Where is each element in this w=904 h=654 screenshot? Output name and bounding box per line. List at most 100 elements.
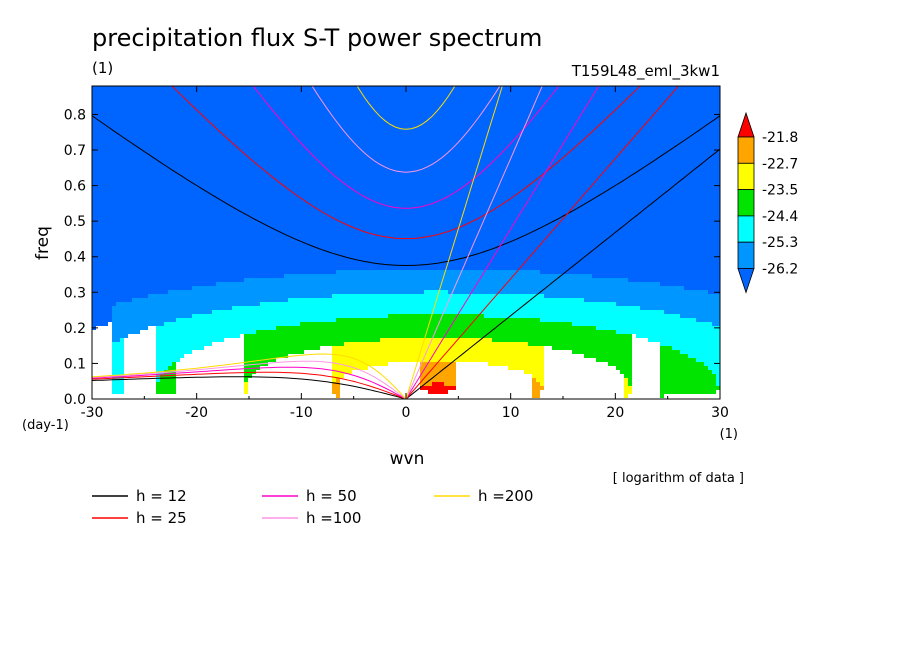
field-cell [368, 270, 372, 294]
field-cell [540, 274, 544, 294]
colorbar-label: -22.7 [762, 156, 798, 172]
field-cell [328, 298, 332, 322]
field-cell [292, 86, 296, 274]
field-cell [684, 354, 688, 394]
field-cell [220, 310, 224, 342]
field-cell [432, 382, 436, 394]
field-cell [680, 86, 684, 286]
legend-label: h =100 [306, 509, 361, 527]
legend-label: h = 25 [136, 509, 187, 527]
field-cell [444, 386, 448, 394]
field-cell [512, 270, 516, 294]
field-cell [456, 314, 460, 338]
field-cell [588, 274, 592, 302]
colorbar-top-arrow [737, 111, 755, 138]
field-cell [696, 290, 700, 322]
field-cell [412, 294, 416, 314]
field-cell [440, 86, 444, 270]
field-cell [316, 322, 320, 350]
field-cell [508, 270, 512, 294]
field-cell [312, 274, 316, 298]
field-cell [536, 346, 540, 382]
field-cell [420, 362, 424, 386]
field-cell [356, 86, 360, 270]
field-cell [464, 314, 468, 338]
field-cell [712, 374, 716, 394]
field-cell [660, 286, 664, 310]
field-cell [296, 298, 300, 326]
y-axis: 0.0 0.1 0.2 0.3 0.4 0.5 0.6 0.7 0.8 [64, 107, 720, 408]
field-cell [204, 286, 208, 314]
field-cell [108, 86, 112, 322]
field-cell [268, 278, 272, 302]
field-cell [568, 322, 572, 350]
field-cell [372, 342, 376, 366]
field-cell [232, 306, 236, 338]
field-cell [160, 326, 164, 374]
field-cell [572, 86, 576, 274]
field-cell [116, 86, 120, 302]
field-cell [688, 290, 692, 318]
field-cell [404, 314, 408, 338]
field-cell [484, 294, 488, 318]
field-cell [528, 318, 532, 346]
field-cell [532, 294, 536, 318]
field-cell [500, 294, 504, 318]
field-cell [264, 86, 268, 278]
field-cell [200, 314, 204, 350]
field-cell [516, 318, 520, 342]
field-cell [300, 274, 304, 298]
colorbar: -21.8 -22.7 -23.5 -24.4 -25.3 -26.2 [737, 111, 798, 294]
field-cell [528, 346, 532, 374]
field-cell [400, 270, 404, 294]
field-cell [484, 338, 488, 362]
field-cell [344, 270, 348, 294]
field-cell [452, 386, 456, 390]
field-cell [352, 294, 356, 318]
field-cell [488, 338, 492, 366]
field-cell [480, 294, 484, 314]
field-cell [408, 294, 412, 314]
field-cell [344, 318, 348, 342]
field-cell [508, 294, 512, 318]
field-cell [604, 86, 608, 278]
field-cell [520, 318, 524, 342]
field-cell [244, 306, 248, 334]
field-cell [588, 302, 592, 326]
field-cell [528, 86, 532, 270]
field-cell [328, 86, 332, 274]
field-cell [332, 322, 336, 346]
x-tick-label: 0 [402, 405, 411, 421]
field-cell [460, 270, 464, 294]
field-cell [180, 318, 184, 358]
field-cell [480, 314, 484, 338]
field-cell [244, 86, 248, 278]
field-cell [236, 86, 240, 282]
field-cell [372, 294, 376, 318]
field-cell [476, 294, 480, 314]
field-cell [544, 86, 548, 274]
field-cell [348, 86, 352, 270]
field-cell [524, 318, 528, 342]
field-cell [356, 318, 360, 342]
field-cell [644, 86, 648, 282]
field-cell [372, 270, 376, 294]
field-cell [660, 310, 664, 346]
field-cell [468, 338, 472, 362]
field-cell [252, 278, 256, 306]
field-cell [376, 294, 380, 318]
field-cell [668, 86, 672, 286]
field-cell [408, 270, 412, 294]
gravity-curve-h200 [356, 86, 456, 130]
field-cell [208, 314, 212, 346]
field-cell [696, 86, 700, 290]
field-cell [448, 338, 452, 362]
field-cell [404, 86, 408, 270]
field-cell [508, 86, 512, 270]
field-cell [452, 338, 456, 362]
field-cell [396, 294, 400, 314]
field-cell [340, 270, 344, 294]
field-cell [620, 306, 624, 334]
field-cell [420, 86, 424, 270]
